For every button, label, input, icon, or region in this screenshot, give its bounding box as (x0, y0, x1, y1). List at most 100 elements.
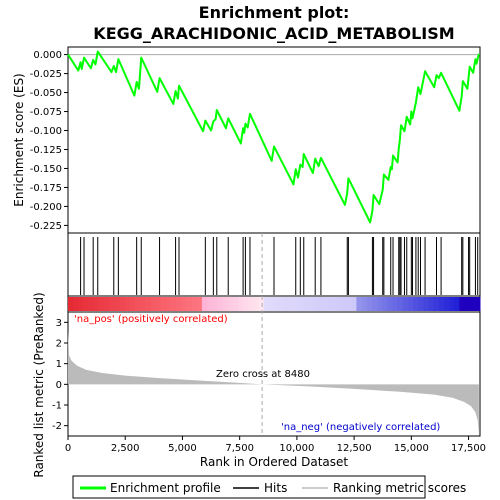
es-tick-label: -0.200 (30, 202, 62, 213)
heatmap-cell (428, 297, 435, 311)
heatmap-cell (474, 297, 481, 311)
x-tick-label: 10,000 (279, 443, 314, 454)
heatmap-cell (346, 297, 352, 311)
metric-tick-label: 2 (56, 339, 62, 350)
heatmap-cell (243, 297, 249, 311)
es-y-axis-label: Enrichment score (ES) (12, 73, 26, 206)
heatmap-cell (263, 297, 270, 311)
heatmap-cell (402, 297, 409, 311)
heatmap-cell (407, 297, 414, 311)
metric-tick-label: 0 (56, 380, 62, 391)
heatmap-cell (438, 297, 445, 311)
heatmap-cell (423, 297, 429, 311)
heatmap-cell (98, 297, 105, 311)
heatmap-cell (459, 297, 466, 311)
x-tick-label: 17,500 (451, 443, 486, 454)
heatmap-cell (104, 297, 110, 311)
heatmap-cell (171, 297, 177, 311)
heatmap-cell (140, 297, 146, 311)
heatmap-cell (340, 297, 347, 311)
es-tick-label: -0.225 (30, 221, 62, 232)
heatmap-cell (150, 297, 157, 311)
metric-tick-label: -2 (52, 421, 62, 432)
heatmap-cell (165, 297, 172, 311)
heatmap-cell (207, 297, 213, 311)
metric-tick-label: 1 (56, 359, 62, 370)
es-tick-label: 0.000 (33, 50, 62, 61)
legend-hits-label: Hits (264, 481, 287, 495)
heatmap-cell (330, 297, 337, 311)
heatmap-cell (279, 297, 285, 311)
heatmap-cell (196, 297, 203, 311)
heatmap-cell (145, 297, 151, 311)
legend-metric-label: Ranking metric scores (333, 481, 466, 495)
heatmap-cell (73, 297, 79, 311)
heatmap-cell (237, 297, 244, 311)
heatmap-cell (114, 297, 120, 311)
heatmap-cell (83, 297, 90, 311)
heatmap-cell (294, 297, 301, 311)
heatmap-cell (186, 297, 193, 311)
heatmap-cell (469, 297, 476, 311)
x-tick-label: 7,500 (225, 443, 254, 454)
heatmap-cell (201, 297, 208, 311)
x-tick-label: 5,000 (168, 443, 197, 454)
heatmap-cell (217, 297, 223, 311)
heatmap-cell (433, 297, 440, 311)
heatmap-cell (88, 297, 95, 311)
x-tick-label: 12,500 (337, 443, 372, 454)
heatmap-cell (304, 297, 311, 311)
metric-area (68, 330, 479, 435)
es-tick-label: -0.150 (30, 164, 62, 175)
es-panel-frame (67, 46, 481, 234)
heatmap-cell (392, 297, 399, 311)
heatmap-cell (78, 297, 84, 311)
heatmap-cell (129, 297, 136, 311)
heatmap-cell (68, 297, 74, 311)
heatmap-cell (248, 297, 254, 311)
metric-group (68, 233, 479, 436)
heatmap-cell (212, 297, 218, 311)
heatmap-cell (176, 297, 182, 311)
heatmap-cell (134, 297, 141, 311)
heatmap-cell (274, 297, 280, 311)
heatmap-cell (227, 297, 234, 311)
chart-title-line-1: Enrichment plot: (199, 3, 350, 22)
es-tick-label: -0.175 (30, 183, 62, 194)
neg-correlated-label: 'na_neg' (negatively correlated) (281, 422, 440, 433)
heatmap-cell (377, 297, 383, 311)
heatmap-cell (119, 297, 126, 311)
legend-es-label: Enrichment profile (110, 481, 221, 495)
heatmap-cell (449, 297, 455, 311)
heatmap-cell (222, 297, 229, 311)
es-tick-label: -0.025 (30, 69, 62, 80)
heatmap-cell (443, 297, 450, 311)
es-curve-group (67, 50, 480, 224)
rank-heatmap (68, 297, 481, 311)
heatmap-cell (366, 297, 373, 311)
x-tick-label: 0 (65, 443, 71, 454)
es-y-axis: 0.000 -0.025 -0.050 -0.075 -0.100 -0.125 -0.15… (30, 50, 68, 232)
heatmap-cell (356, 297, 363, 311)
heatmap-cell (253, 297, 260, 311)
heatmap-cell (464, 297, 471, 311)
heatmap-cell (351, 297, 357, 311)
heatmap-cell (371, 297, 378, 311)
heatmap-cell (335, 297, 342, 311)
heatmap-cell (320, 297, 326, 311)
es-tick-label: -0.125 (30, 145, 62, 156)
es-tick-label: -0.050 (30, 88, 62, 99)
es-tick-label: -0.100 (30, 126, 62, 137)
heatmap-cell (315, 297, 321, 311)
zero-cross-label: Zero cross at 8480 (216, 369, 310, 380)
es-tick-label: -0.075 (30, 107, 62, 118)
chart-title-line-2: KEGG_ARACHIDONIC_ACID_METABOLISM (93, 24, 454, 43)
pos-correlated-label: 'na_pos' (positively correlated) (74, 314, 228, 325)
heatmap-cell (93, 297, 100, 311)
heatmap-cell (299, 297, 306, 311)
heatmap-cell (397, 297, 404, 311)
heatmap-cell (232, 297, 239, 311)
heatmap-cell (325, 297, 332, 311)
